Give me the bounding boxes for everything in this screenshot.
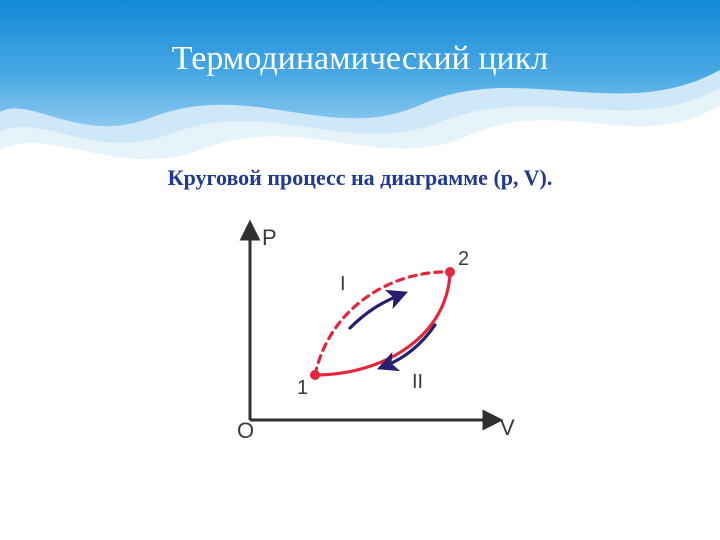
- cycle-path-lower: [315, 272, 450, 375]
- path-1-label: I: [340, 273, 346, 295]
- x-axis-label: V: [500, 415, 515, 440]
- slide-subtitle: Круговой процесс на диаграмме (p, V).: [0, 165, 720, 191]
- state-point-2: [445, 267, 455, 277]
- cycle-path-upper: [315, 272, 450, 375]
- path-2-label: II: [412, 371, 423, 393]
- pv-diagram: P V O 1 2 I II: [190, 210, 530, 470]
- header-wave-band: [0, 0, 720, 160]
- state-point-1: [310, 370, 320, 380]
- point-2-label: 2: [458, 248, 469, 270]
- flow-arrow-upper: [350, 295, 400, 328]
- diagram-container: P V O 1 2 I II: [0, 210, 720, 475]
- origin-label: O: [237, 418, 254, 443]
- slide-title: Термодинамический цикл: [0, 40, 720, 78]
- point-1-label: 1: [297, 377, 308, 399]
- wave-back: [0, 0, 720, 159]
- y-axis-label: P: [262, 225, 277, 250]
- slide: Термодинамический цикл Круговой процесс …: [0, 0, 720, 540]
